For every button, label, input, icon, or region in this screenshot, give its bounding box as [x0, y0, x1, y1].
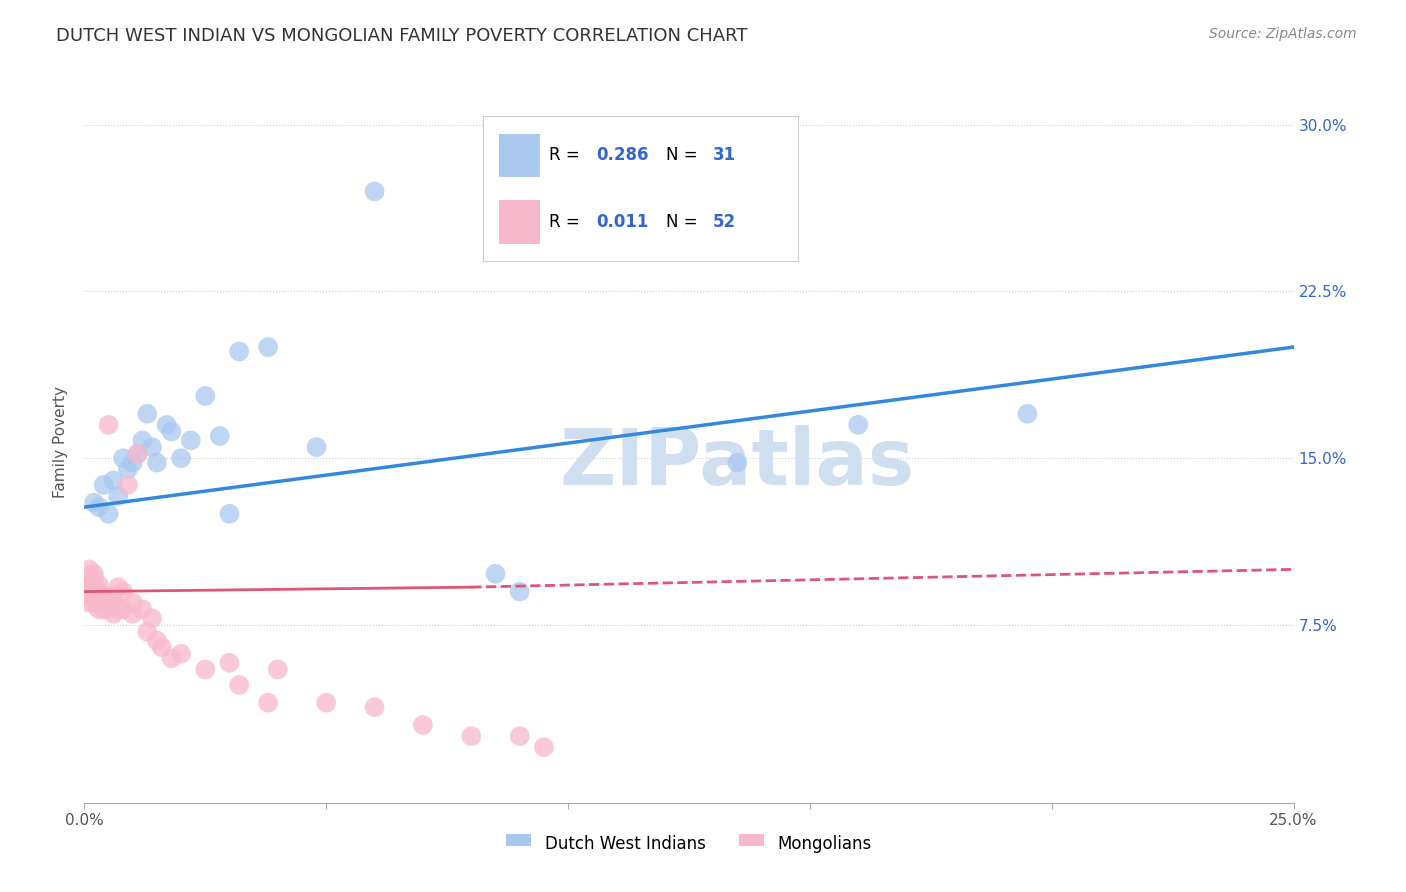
Point	[83, 589, 105, 603]
Point	[107, 489, 129, 503]
Point	[83, 566, 105, 581]
Point	[77, 580, 100, 594]
Point	[1017, 407, 1039, 421]
Point	[150, 640, 173, 655]
Point	[97, 596, 120, 610]
Point	[77, 589, 100, 603]
Point	[257, 340, 280, 354]
Legend: Dutch West Indians, Mongolians: Dutch West Indians, Mongolians	[499, 828, 879, 860]
Point	[77, 569, 100, 583]
Point	[218, 656, 240, 670]
Point	[141, 611, 163, 625]
Point	[228, 678, 250, 692]
Point	[97, 602, 120, 616]
Point	[93, 596, 115, 610]
Point	[117, 478, 139, 492]
Point	[87, 578, 110, 592]
Point	[141, 440, 163, 454]
Point	[127, 447, 149, 461]
Point	[363, 700, 385, 714]
Point	[107, 602, 129, 616]
Point	[228, 344, 250, 359]
Point	[112, 451, 135, 466]
Point	[87, 596, 110, 610]
Point	[112, 584, 135, 599]
Point	[208, 429, 231, 443]
Text: Source: ZipAtlas.com: Source: ZipAtlas.com	[1209, 27, 1357, 41]
Point	[121, 456, 143, 470]
Point	[83, 584, 105, 599]
Point	[484, 566, 506, 581]
Point	[155, 417, 177, 432]
Point	[83, 578, 105, 592]
Point	[257, 696, 280, 710]
Point	[77, 574, 100, 588]
Point	[136, 624, 159, 639]
Point	[131, 602, 153, 616]
Point	[509, 584, 531, 599]
Point	[267, 662, 290, 676]
Point	[160, 425, 183, 439]
Point	[83, 496, 105, 510]
Point	[97, 417, 120, 432]
Point	[146, 456, 169, 470]
Point	[103, 474, 125, 488]
Point	[83, 571, 105, 585]
Text: DUTCH WEST INDIAN VS MONGOLIAN FAMILY POVERTY CORRELATION CHART: DUTCH WEST INDIAN VS MONGOLIAN FAMILY PO…	[56, 27, 748, 45]
Point	[87, 589, 110, 603]
Point	[107, 580, 129, 594]
Point	[93, 602, 115, 616]
Point	[180, 434, 202, 448]
Point	[509, 729, 531, 743]
Point	[103, 607, 125, 621]
Point	[77, 596, 100, 610]
Point	[83, 596, 105, 610]
Point	[846, 417, 869, 432]
Point	[117, 462, 139, 476]
Point	[412, 718, 434, 732]
Point	[218, 507, 240, 521]
Point	[77, 584, 100, 599]
Point	[87, 500, 110, 515]
Point	[136, 407, 159, 421]
Point	[194, 662, 217, 676]
Point	[146, 633, 169, 648]
Point	[160, 651, 183, 665]
Point	[87, 602, 110, 616]
Point	[305, 440, 328, 454]
Point	[533, 740, 555, 755]
Text: ZIPatlas: ZIPatlas	[560, 425, 915, 501]
Y-axis label: Family Poverty: Family Poverty	[53, 385, 69, 498]
Point	[97, 507, 120, 521]
Point	[121, 607, 143, 621]
Point	[315, 696, 337, 710]
Point	[112, 602, 135, 616]
Point	[121, 596, 143, 610]
Point	[170, 451, 193, 466]
Point	[170, 647, 193, 661]
Point	[103, 589, 125, 603]
Point	[77, 562, 100, 576]
Point	[363, 185, 385, 199]
Point	[93, 589, 115, 603]
Point	[93, 478, 115, 492]
Point	[725, 456, 748, 470]
Point	[460, 729, 482, 743]
Point	[127, 447, 149, 461]
Point	[87, 584, 110, 599]
Point	[131, 434, 153, 448]
Point	[194, 389, 217, 403]
